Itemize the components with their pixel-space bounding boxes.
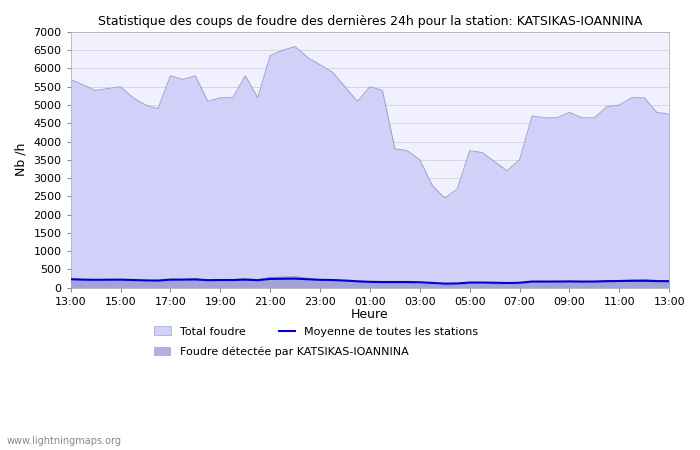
Title: Statistique des coups de foudre des dernières 24h pour la station: KATSIKAS-IOAN: Statistique des coups de foudre des dern… [98,15,642,28]
Y-axis label: Nb /h: Nb /h [15,143,28,176]
Legend: Foudre détectée par KATSIKAS-IOANNINA: Foudre détectée par KATSIKAS-IOANNINA [154,347,408,357]
X-axis label: Heure: Heure [351,308,388,321]
Text: www.lightningmaps.org: www.lightningmaps.org [7,436,122,446]
